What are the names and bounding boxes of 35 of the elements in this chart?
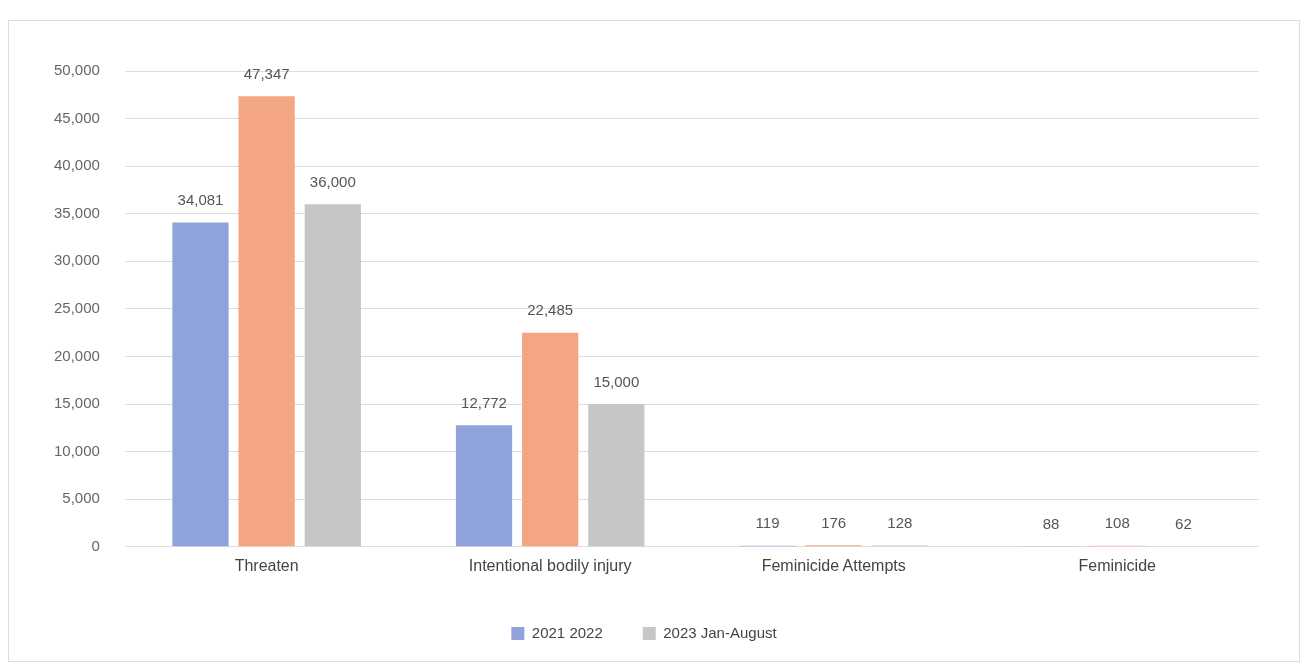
data-label: 12,772: [461, 393, 507, 411]
bar: [304, 204, 361, 547]
data-label: 22,485: [527, 301, 574, 319]
bar: [172, 222, 229, 547]
y-tick-label: 5,000: [62, 489, 100, 507]
bar: [522, 332, 579, 547]
data-label: 34,081: [177, 191, 224, 209]
data-label: 15,000: [593, 372, 640, 390]
bar: [238, 96, 295, 547]
y-tick-label: 15,000: [53, 394, 100, 412]
x-tick-label: Feminicide Attempts: [761, 556, 906, 574]
x-tick-label: Intentional bodily injury: [468, 556, 632, 574]
y-tick-label: 35,000: [53, 203, 100, 221]
y-tick-label: 30,000: [53, 251, 100, 269]
y-tick-label: 20,000: [53, 346, 100, 364]
legend-label: 2023 Jan-August: [663, 623, 778, 641]
bar: [588, 404, 645, 547]
legend-label: 2021 2022: [531, 623, 603, 641]
x-tick-label: Feminicide: [1078, 556, 1157, 574]
data-label: 47,347: [243, 64, 290, 82]
data-label: 176: [821, 513, 847, 531]
y-tick-label: 50,000: [53, 61, 100, 79]
y-tick-label: 40,000: [53, 156, 100, 174]
y-tick-label: 25,000: [53, 299, 100, 317]
data-label: 62: [1175, 514, 1192, 532]
y-tick-label: 45,000: [53, 108, 100, 126]
data-label: 128: [887, 514, 913, 532]
x-tick-label: Threaten: [234, 556, 299, 574]
data-label: 119: [755, 514, 780, 532]
bar: [455, 425, 513, 547]
data-label: 108: [1104, 514, 1130, 532]
data-label: 36,000: [309, 172, 356, 190]
y-tick-label: 0: [91, 536, 100, 554]
data-label: 88: [1042, 514, 1060, 532]
y-tick-label: 10,000: [53, 441, 100, 459]
